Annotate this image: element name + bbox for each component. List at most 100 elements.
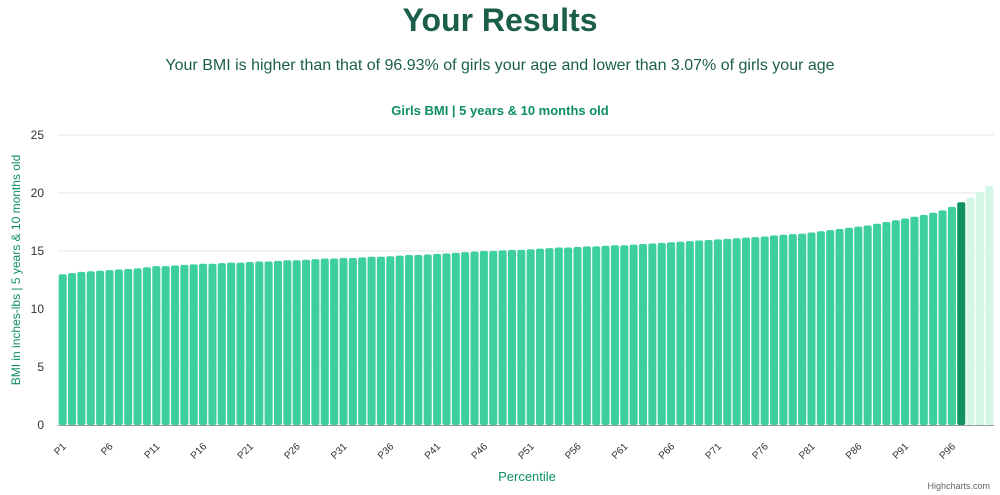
bar-p9[interactable]: [133, 268, 142, 425]
bar-p18[interactable]: [217, 263, 226, 425]
bar-p98[interactable]: [966, 197, 975, 425]
bar-p58[interactable]: [592, 246, 601, 425]
bar-p72[interactable]: [723, 238, 732, 425]
bar-p29[interactable]: [320, 258, 329, 425]
bar-p6[interactable]: [105, 270, 114, 425]
bar-p17[interactable]: [208, 263, 217, 425]
bar-p3[interactable]: [77, 271, 86, 425]
bar-p8[interactable]: [124, 268, 133, 425]
bar-p38[interactable]: [404, 255, 414, 425]
bar-p10[interactable]: [142, 267, 151, 425]
bar-p67[interactable]: [676, 241, 685, 425]
bar-p92[interactable]: [910, 216, 919, 425]
bar-p99[interactable]: [975, 191, 984, 425]
bar-p33[interactable]: [358, 257, 367, 425]
bar-p66[interactable]: [667, 242, 676, 425]
bar-p1[interactable]: [58, 274, 67, 425]
bar-p59[interactable]: [601, 245, 610, 425]
bar-p36[interactable]: [386, 256, 395, 425]
bar-p28[interactable]: [311, 259, 320, 425]
bar-p51[interactable]: [526, 249, 535, 425]
bar-p96[interactable]: [947, 206, 956, 425]
bar-p24[interactable]: [273, 260, 282, 425]
bar-p15[interactable]: [189, 264, 198, 425]
bar-p45[interactable]: [470, 251, 479, 425]
bar-p2[interactable]: [68, 273, 77, 425]
bar-p93[interactable]: [919, 215, 928, 425]
bar-p12[interactable]: [161, 266, 170, 425]
bar-p7[interactable]: [114, 269, 123, 425]
bar-p19[interactable]: [227, 262, 236, 425]
bar-p50[interactable]: [517, 249, 526, 425]
bar-p32[interactable]: [348, 257, 357, 425]
bar-p54[interactable]: [554, 247, 563, 425]
bar-p81[interactable]: [807, 232, 816, 425]
bar-p52[interactable]: [536, 248, 545, 425]
bar-p41[interactable]: [433, 253, 442, 425]
bar-p85[interactable]: [844, 227, 853, 425]
bar-p11[interactable]: [152, 266, 161, 425]
bar-p76[interactable]: [760, 236, 769, 426]
bar-p64[interactable]: [648, 243, 657, 425]
bar-p87[interactable]: [863, 225, 872, 425]
bar-p69[interactable]: [695, 240, 704, 425]
bar-p46[interactable]: [479, 251, 488, 425]
bar-p79[interactable]: [788, 234, 797, 425]
bar-p62[interactable]: [629, 244, 638, 425]
bar-p34[interactable]: [367, 256, 376, 425]
bar-p43[interactable]: [451, 252, 460, 425]
bar-p74[interactable]: [741, 237, 750, 425]
bar-p88[interactable]: [872, 223, 882, 425]
bar-p4[interactable]: [86, 271, 95, 425]
bar-p14[interactable]: [180, 264, 189, 425]
bar-p65[interactable]: [657, 242, 666, 425]
credits-link[interactable]: Highcharts.com: [927, 481, 990, 491]
bar-p49[interactable]: [507, 249, 516, 425]
bar-p21[interactable]: [245, 262, 254, 425]
bar-p77[interactable]: [770, 235, 779, 425]
bar-p23[interactable]: [264, 261, 273, 425]
bar-p100[interactable]: [985, 186, 994, 425]
bar-p82[interactable]: [816, 231, 825, 425]
bar-p80[interactable]: [798, 233, 807, 425]
bar-p60[interactable]: [610, 245, 619, 425]
bar-p25[interactable]: [283, 260, 292, 425]
bar-p71[interactable]: [713, 239, 722, 425]
bar-p90[interactable]: [891, 220, 900, 425]
bar-p31[interactable]: [339, 257, 348, 425]
bar-p94[interactable]: [929, 212, 938, 425]
bar-p63[interactable]: [638, 244, 648, 425]
bar-p89[interactable]: [882, 222, 891, 425]
bar-p68[interactable]: [685, 241, 694, 425]
bar-p53[interactable]: [545, 248, 554, 425]
bar-p83[interactable]: [826, 230, 835, 425]
bar-p61[interactable]: [620, 245, 629, 425]
bar-p16[interactable]: [199, 263, 208, 425]
bar-p39[interactable]: [414, 255, 423, 425]
bar-p40[interactable]: [423, 254, 432, 425]
bar-p97[interactable]: [957, 202, 966, 425]
bar-p84[interactable]: [835, 228, 844, 425]
bar-p37[interactable]: [395, 255, 404, 425]
bar-p73[interactable]: [732, 238, 741, 425]
bar-p56[interactable]: [573, 246, 582, 425]
bar-p27[interactable]: [302, 259, 311, 425]
bar-p47[interactable]: [489, 251, 498, 425]
bar-p78[interactable]: [779, 234, 788, 425]
bar-p75[interactable]: [751, 237, 760, 425]
bar-p20[interactable]: [236, 262, 245, 425]
bar-p26[interactable]: [292, 260, 301, 425]
bar-p48[interactable]: [498, 250, 507, 425]
bar-p5[interactable]: [96, 270, 105, 425]
bar-p35[interactable]: [376, 256, 385, 425]
bar-p55[interactable]: [564, 247, 573, 425]
bar-p57[interactable]: [582, 246, 591, 425]
bar-p95[interactable]: [938, 210, 947, 425]
bar-p44[interactable]: [461, 252, 470, 425]
bar-p91[interactable]: [901, 218, 910, 425]
bar-p42[interactable]: [442, 253, 451, 425]
bar-p30[interactable]: [330, 258, 339, 425]
bar-p70[interactable]: [704, 239, 713, 425]
bar-p22[interactable]: [255, 261, 264, 425]
bar-p86[interactable]: [854, 226, 863, 425]
